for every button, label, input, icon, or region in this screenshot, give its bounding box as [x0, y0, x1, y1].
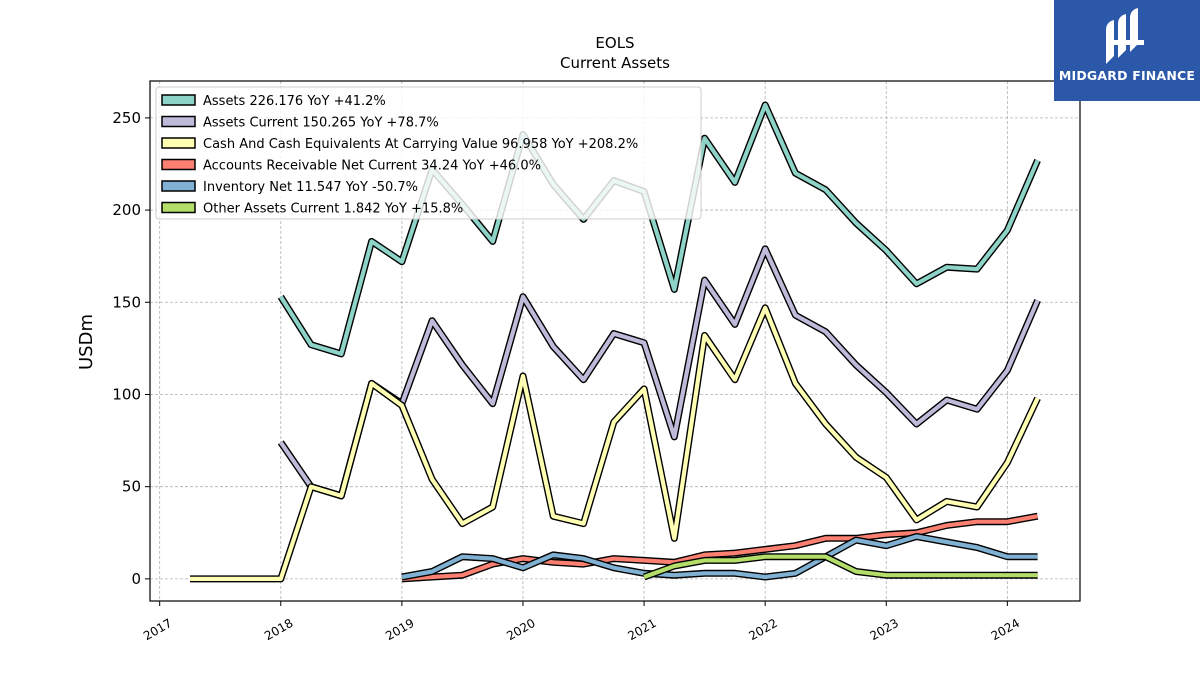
legend-label: Assets 226.176 YoY +41.2% [203, 94, 386, 109]
plot-frame [149, 80, 1081, 602]
legend-swatch [161, 201, 196, 214]
x-tick-label: 2022 [746, 616, 779, 643]
legend-box [155, 86, 702, 220]
y-ticks: 0 50 100 150 200 250 [112, 109, 150, 588]
legend-swatch [161, 137, 196, 149]
series-group [190, 101, 1041, 583]
legend-swatch [161, 158, 196, 171]
legend-label: Accounts Receivable Net Current 34.24 Yo… [203, 159, 541, 174]
x-tick-label: 2017 [141, 616, 174, 643]
chart-title: EOLS [595, 34, 634, 52]
legend: Assets 226.176 YoY +41.2% Assets Current … [155, 86, 702, 220]
legend-label: Inventory Net 11.547 YoY -50.7% [203, 180, 418, 195]
logo-mark-icon [1106, 8, 1144, 64]
series-line [643, 554, 1038, 579]
y-tick-label: 0 [131, 570, 141, 588]
legend-swatch [161, 94, 196, 106]
legend-label: Cash And Cash Equivalents At Carrying Va… [203, 137, 638, 152]
logo-text: MIDGARD FINANCE [1058, 68, 1196, 83]
legend-swatch [161, 180, 196, 192]
x-tick-label: 2023 [868, 616, 901, 643]
legend-swatch [161, 115, 196, 128]
x-tick-label: 2021 [625, 616, 658, 643]
x-tick-label: 2019 [383, 616, 416, 643]
series-line [279, 102, 1040, 356]
legend-label: Other Assets Current 1.842 YoY +15.8% [203, 202, 463, 217]
series-line [401, 514, 1038, 581]
x-tick-label: 2020 [504, 616, 537, 643]
y-tick-label: 250 [112, 109, 141, 127]
series-line [190, 305, 1040, 581]
x-ticks: 2017 2018 2019 2020 2021 2022 2023 2024 [141, 601, 1022, 643]
y-axis-label: USDm [76, 314, 97, 370]
y-tick-label: 100 [112, 385, 141, 403]
legend-label: Assets Current 150.265 YoY +78.7% [203, 116, 439, 131]
x-tick-label: 2024 [989, 616, 1022, 643]
y-tick-label: 150 [112, 293, 141, 311]
chart-subtitle: Current Assets [560, 54, 670, 72]
series-line [279, 246, 1040, 498]
y-tick-label: 50 [122, 478, 141, 496]
series-line [401, 534, 1038, 580]
x-tick-label: 2018 [262, 616, 295, 643]
y-tick-label: 200 [112, 201, 141, 219]
logo: MIDGARD FINANCE [1054, 0, 1200, 101]
